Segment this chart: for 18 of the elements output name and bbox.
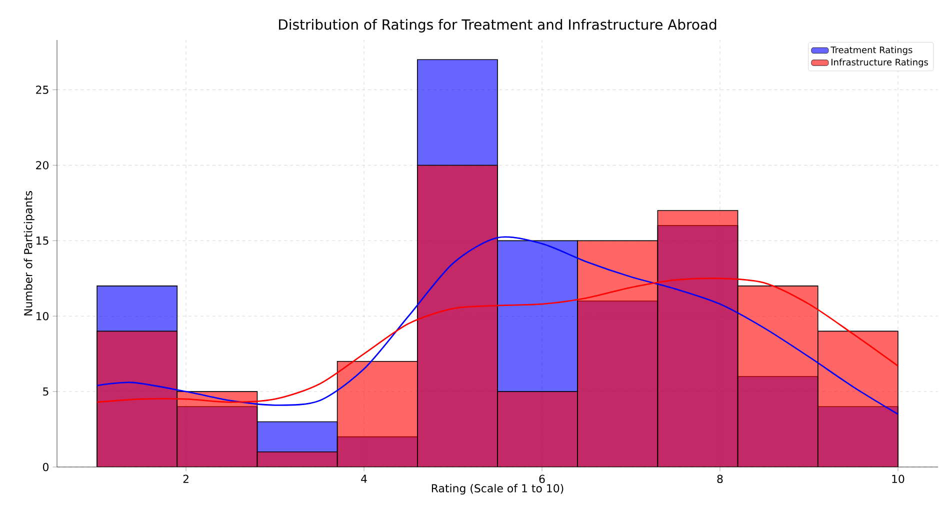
x-tick-label: 4 [361,474,367,483]
y-tick-label: 20 [36,161,48,170]
line-series [96,236,899,415]
legend-label: Infrastructure Ratings [832,58,928,68]
x-tick-label: 10 [892,474,904,484]
y-tick-label: 10 [36,312,48,320]
x-tick-label: 6 [539,474,545,484]
x-axis-title: Rating (Scale of 1 to 10) [432,484,564,495]
chart-title: Distribution of Ratings for Treatment and Infrastructure Abroad [279,18,716,32]
line-series [96,278,899,403]
y-axis-title: Number of Participants [24,191,34,316]
y-tick-label: 0 [42,462,48,472]
y-tick-label: 25 [36,86,48,94]
y-tick-label: 15 [36,236,48,245]
x-tick-label: 8 [717,474,723,484]
x-tick-label: 2 [183,474,188,483]
legend-label: Treatment Ratings [830,46,912,55]
y-tick-label: 5 [43,387,48,396]
